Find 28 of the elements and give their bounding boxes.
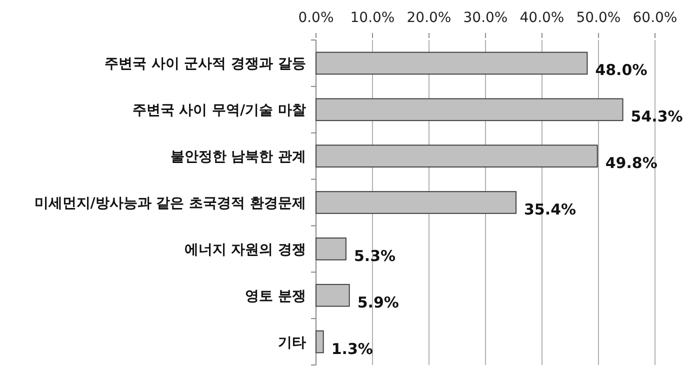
x-tick-label: 10.0%: [350, 10, 395, 26]
bar: [316, 330, 324, 354]
data-label: 48.0%: [595, 61, 648, 80]
bar: [316, 238, 346, 260]
data-label: 54.3%: [630, 108, 683, 126]
data-label: 1.3%: [331, 340, 373, 358]
y-tick-label: 미세먼지/방사능과 같은 초국경적 환경문제: [34, 196, 306, 212]
bar: [316, 284, 350, 307]
x-tick-label: 50.0%: [576, 10, 621, 26]
bar: [316, 191, 517, 214]
y-tick-label: 에너지 자원의 경쟁: [184, 242, 306, 258]
data-label: 35.4%: [524, 200, 576, 218]
y-tick-label: 주변국 사이 무역/기술 마찰: [132, 102, 306, 119]
y-tick-label: 주변국 사이 군사적 경쟁과 갈등: [104, 56, 306, 72]
x-tick-label: 30.0%: [463, 10, 508, 26]
x-tick-label: 60.0%: [632, 10, 678, 26]
data-label: 5.3%: [354, 246, 396, 265]
x-tick-label: 40.0%: [520, 10, 564, 26]
bar: [316, 144, 598, 168]
data-label: 5.9%: [357, 293, 399, 312]
bar: [316, 98, 624, 122]
x-tick-label: 20.0%: [406, 10, 452, 26]
bar: [316, 52, 588, 75]
x-tick-label: 0.0%: [298, 10, 334, 26]
y-tick-label: 영토 분쟁: [245, 288, 306, 304]
data-label: 49.8%: [605, 154, 658, 172]
y-tick-label: 불안정한 남북한 관계: [170, 149, 306, 166]
y-tick-label: 기타: [278, 334, 306, 351]
